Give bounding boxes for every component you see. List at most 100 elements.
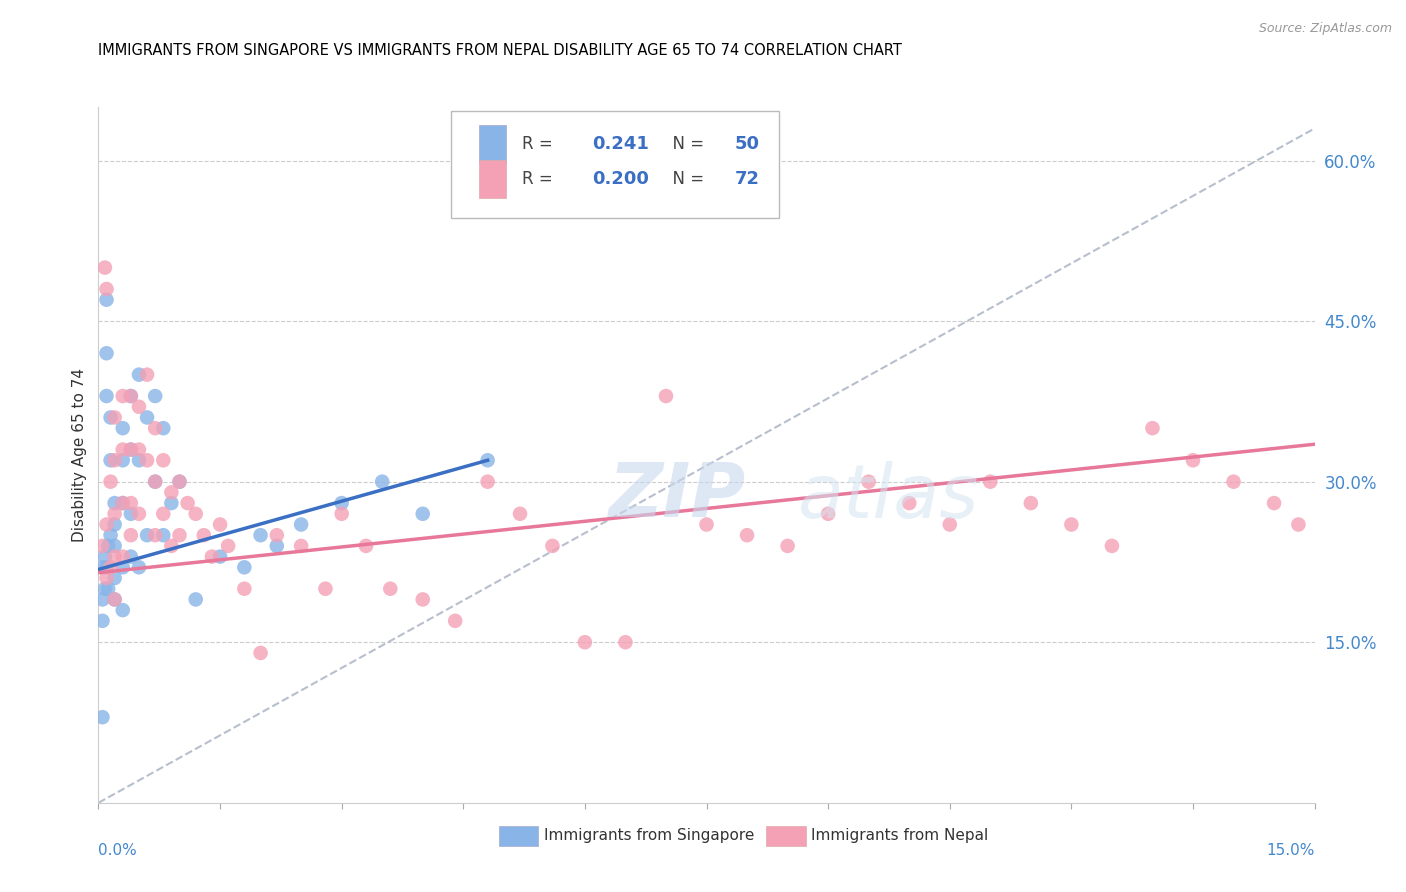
Point [169,475,191,489]
Point [152,528,174,542]
Point [120,549,142,564]
Point [541,539,564,553]
Point [509,507,531,521]
Point [97,539,120,553]
Point [1101,539,1123,553]
Point [143,475,166,489]
Point [776,539,799,553]
Point [100,475,122,489]
Text: 72: 72 [734,169,759,187]
Text: 50: 50 [734,135,759,153]
Text: IMMIGRANTS FROM SINGAPORE VS IMMIGRANTS FROM NEPAL DISABILITY AGE 65 TO 74 CORRE: IMMIGRANTS FROM SINGAPORE VS IMMIGRANTS … [98,43,903,58]
Point [380,582,402,596]
Point [1060,517,1083,532]
Point [96,517,118,532]
Point [128,453,150,467]
Point [96,389,118,403]
Point [136,410,159,425]
FancyBboxPatch shape [479,125,506,163]
Point [477,453,499,467]
Point [233,560,256,574]
Point [330,507,353,521]
Point [100,410,122,425]
Point [655,389,678,403]
Point [209,517,232,532]
Point [96,282,118,296]
Point [160,485,183,500]
Point [104,507,127,521]
Text: 0.0%: 0.0% [98,843,138,858]
Point [266,528,288,542]
Point [94,582,117,596]
Point [858,475,880,489]
Point [136,368,159,382]
Point [94,260,117,275]
Point [169,528,191,542]
Point [111,421,134,435]
Point [100,528,122,542]
Text: 0.241: 0.241 [592,135,650,153]
Point [1019,496,1042,510]
Point [111,496,134,510]
Point [233,582,256,596]
Point [104,453,127,467]
Point [898,496,921,510]
Point [104,571,127,585]
Point [128,400,150,414]
Point [120,528,142,542]
Point [104,410,127,425]
Text: Immigrants from Singapore: Immigrants from Singapore [544,829,755,843]
Point [136,528,159,542]
Point [314,582,336,596]
Point [97,582,120,596]
Point [120,442,142,457]
Text: ZIP: ZIP [609,460,747,533]
Point [100,453,122,467]
Point [330,496,353,510]
Point [94,549,117,564]
Point [696,517,718,532]
Point [290,539,312,553]
Point [1286,517,1309,532]
Point [290,517,312,532]
Point [169,475,191,489]
Text: R =: R = [522,169,558,187]
Point [143,421,166,435]
Point [96,293,118,307]
Point [160,539,183,553]
Text: 15.0%: 15.0% [1267,843,1315,858]
Point [152,453,174,467]
Text: N =: N = [661,135,709,153]
Point [477,475,499,489]
Point [104,517,127,532]
Text: N =: N = [661,169,709,187]
Point [412,507,434,521]
Point [412,592,434,607]
Text: atlas: atlas [797,460,979,533]
Point [371,475,394,489]
Point [104,496,127,510]
Point [111,549,134,564]
Point [96,560,118,574]
Point [152,507,174,521]
Point [120,389,142,403]
Point [143,475,166,489]
Point [574,635,596,649]
Point [143,528,166,542]
Point [152,421,174,435]
Point [104,592,127,607]
Point [136,453,159,467]
Text: Source: ZipAtlas.com: Source: ZipAtlas.com [1258,22,1392,36]
Point [1142,421,1164,435]
Point [1263,496,1285,510]
Point [111,560,134,574]
Point [354,539,377,553]
Point [91,592,114,607]
Point [96,346,118,360]
FancyBboxPatch shape [479,160,506,198]
Point [120,389,142,403]
Point [120,496,142,510]
Point [111,603,134,617]
Point [979,475,1001,489]
Point [217,539,239,553]
